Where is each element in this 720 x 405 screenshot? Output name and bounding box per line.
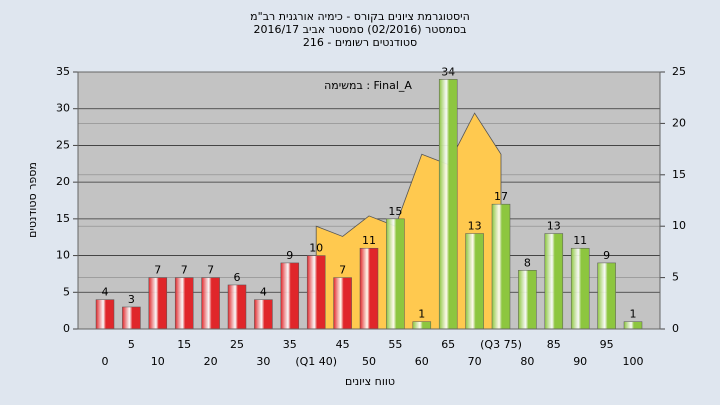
data-label: 1 (418, 308, 425, 321)
x-tick-label: 35 (283, 338, 297, 351)
y-tick-label: 35 (56, 65, 70, 78)
bar (280, 262, 300, 330)
x-tick-label: 95 (600, 338, 614, 351)
x-tick-label: 85 (547, 338, 561, 351)
data-label: 9 (286, 249, 293, 262)
bar (386, 218, 405, 330)
x-tick-label: 0 (102, 355, 109, 368)
x-tick-label: 10 (151, 355, 165, 368)
y2-tick-label: 20 (672, 116, 686, 129)
chart-subtitle: סטודנטים רשומים - 216 (303, 36, 417, 49)
bar (412, 321, 432, 330)
data-label: 4 (260, 286, 267, 299)
data-label: 17 (494, 190, 508, 203)
chart-subtitle: בסמסטר (02/2016) סמסטר אביב 2016/17 (253, 23, 466, 36)
bar (227, 284, 247, 330)
x-tick-label: 20 (204, 355, 218, 368)
annotation: במשימה : Final_A (324, 79, 412, 92)
bar (174, 277, 194, 330)
y2-tick-label: 25 (672, 65, 686, 78)
data-label: 4 (102, 286, 109, 299)
data-label: 10 (309, 242, 323, 255)
y2-tick-label: 10 (672, 219, 686, 232)
y-tick-label: 25 (56, 138, 70, 151)
x-tick-label: 90 (573, 355, 587, 368)
data-label: 13 (468, 220, 482, 233)
bar (597, 262, 616, 330)
data-label: 11 (573, 234, 587, 247)
x-tick-label: 15 (177, 338, 191, 351)
bar (201, 277, 220, 330)
y2-tick-label: 15 (672, 168, 686, 181)
data-label: 7 (181, 264, 188, 277)
x-tick-label: 5 (128, 338, 135, 351)
x-tick-label: 70 (468, 355, 482, 368)
data-label: 9 (603, 249, 610, 262)
y-tick-label: 0 (63, 322, 70, 335)
bar (465, 233, 484, 330)
y-tick-label: 15 (56, 212, 70, 225)
data-label: 7 (154, 264, 161, 277)
x-tick-label: 55 (388, 338, 402, 351)
x-tick-label: 45 (336, 338, 350, 351)
bar (359, 247, 379, 330)
y-tick-label: 20 (56, 175, 70, 188)
data-label: 7 (339, 264, 346, 277)
x-tick-label: 50 (362, 355, 376, 368)
bar (544, 233, 564, 330)
x-axis-label: טווח ציונים (345, 375, 395, 388)
y2-tick-label: 0 (672, 322, 679, 335)
plot-border (77, 71, 661, 330)
bar (122, 306, 141, 330)
x-tick-label: (Q1 40) (295, 355, 337, 368)
y-tick-label: 5 (63, 285, 70, 298)
x-tick-label: 80 (520, 355, 534, 368)
bar (491, 203, 511, 330)
y-tick-label: 10 (56, 249, 70, 262)
data-label: 8 (524, 256, 531, 269)
bar (438, 79, 458, 330)
bar (254, 299, 273, 330)
y-tick-label: 30 (56, 102, 70, 115)
x-tick-label: 25 (230, 338, 244, 351)
x-tick-label: 60 (415, 355, 429, 368)
bar (623, 321, 643, 330)
x-tick-label: (Q3 75) (480, 338, 522, 351)
data-label: 3 (128, 293, 135, 306)
bar (570, 247, 590, 330)
data-label: 6 (234, 271, 241, 284)
bar (148, 277, 168, 330)
chart-title: היסטוגרמת ציונים בקורס - כימיה אורגנית ר… (250, 10, 470, 23)
bar (333, 277, 352, 330)
data-label: 13 (547, 220, 561, 233)
x-tick-label: 100 (623, 355, 644, 368)
y2-tick-label: 5 (672, 271, 679, 284)
x-tick-label: 65 (441, 338, 455, 351)
bar (95, 299, 115, 330)
x-tick-label: 30 (256, 355, 270, 368)
data-label: 7 (207, 264, 214, 277)
data-label: 1 (630, 308, 637, 321)
y-axis-label: מספר סטודנטים (26, 162, 39, 238)
bar (518, 270, 537, 330)
data-label: 15 (388, 205, 402, 218)
data-label: 11 (362, 234, 376, 247)
bar (306, 255, 326, 330)
